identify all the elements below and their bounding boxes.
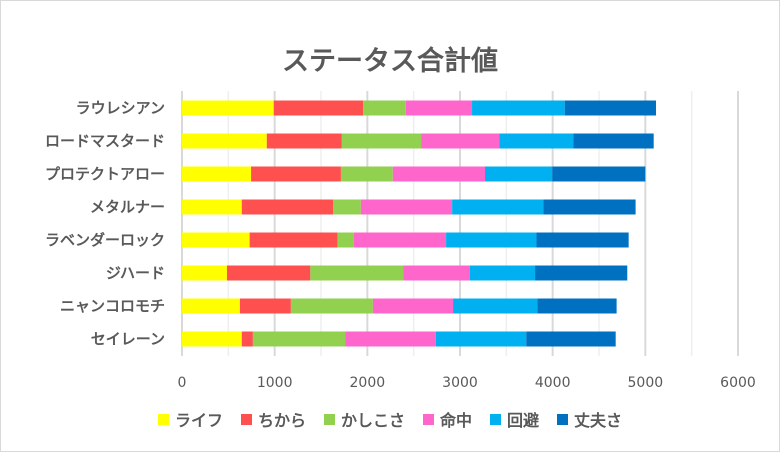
legend-swatch [240, 413, 252, 425]
x-tick-label: 1000 [257, 375, 293, 391]
bar-segment-4 [435, 331, 527, 347]
bar-segment-2 [252, 331, 346, 347]
bar-segment-4 [469, 265, 536, 281]
category-label: ラベンダーロック [45, 231, 165, 249]
legend-swatch [490, 413, 502, 425]
legend-item: かしこさ [323, 407, 405, 431]
legend-label: 丈夫さ [574, 411, 623, 430]
bar-segment-3 [360, 199, 453, 215]
chart-title: ステータス合計値 [282, 46, 498, 77]
bar-segment-5 [573, 133, 654, 149]
legend-item: 丈夫さ [557, 407, 622, 431]
bar-segment-0 [182, 199, 242, 215]
bar-segment-0 [182, 265, 227, 281]
x-tick-label: 0 [178, 375, 187, 391]
bar-segment-0 [182, 331, 242, 347]
bar-segment-3 [405, 100, 473, 116]
legend: ライフ ちから かしこさ 命中 回避 丈夫さ [1, 407, 779, 431]
legend-item: ライフ [157, 407, 223, 431]
bar-segment-1 [251, 166, 341, 182]
legend-item: 命中 [423, 407, 472, 431]
category-label: ロードマスタード [45, 132, 165, 150]
legend-swatch [323, 413, 335, 425]
legend-label: 回避 [507, 411, 540, 430]
bar-segment-3 [353, 232, 447, 248]
legend-label: ライフ [174, 411, 223, 430]
bar-segment-3 [403, 265, 470, 281]
bar-segment-1 [241, 199, 334, 215]
category-label: ラウレシアン [76, 99, 165, 117]
bar-segment-4 [472, 100, 565, 116]
legend-label: かしこさ [340, 411, 405, 430]
bar-segment-2 [333, 199, 361, 215]
bar-segment-4 [453, 298, 538, 314]
bar-segment-2 [337, 232, 354, 248]
bar-segment-1 [249, 232, 338, 248]
x-tick-label: 4000 [535, 375, 571, 391]
bar-segment-5 [537, 298, 617, 314]
bar-segment-2 [341, 133, 422, 149]
bar-segment-3 [345, 331, 436, 347]
x-tick-label: 3000 [442, 375, 478, 391]
category-label: プロテクトアロー [45, 165, 165, 183]
bar-segment-1 [226, 265, 311, 281]
bar-segment-1 [273, 100, 364, 116]
bar-segment-2 [340, 166, 393, 182]
bar-segment-1 [241, 331, 253, 347]
bar-segment-5 [543, 199, 636, 215]
bar-segment-1 [266, 133, 342, 149]
x-tick-label: 5000 [628, 375, 664, 391]
bar-segment-5 [535, 265, 628, 281]
legend-label: ちから [257, 411, 306, 430]
bar-segment-4 [452, 199, 544, 215]
bar-segment-4 [499, 133, 574, 149]
category-label: メタルナー [90, 198, 165, 216]
legend-label: 命中 [440, 411, 473, 430]
bar-segment-5 [526, 331, 616, 347]
bar-segment-5 [552, 166, 646, 182]
legend-swatch [157, 413, 169, 425]
category-label: ジハード [106, 264, 165, 282]
category-label: セイレーン [91, 330, 165, 348]
category-label: ニャンコロモチ [60, 297, 165, 315]
bar-segment-2 [290, 298, 373, 314]
bar-segment-3 [421, 133, 500, 149]
plot-area: 0 1000 2000 3000 4000 5000 6000 ラウレシアンロードマスタードプ… [45, 91, 756, 391]
x-tick-label: 2000 [350, 375, 386, 391]
bar-segment-3 [392, 166, 486, 182]
legend-item: 回避 [490, 407, 539, 431]
legend-swatch [423, 413, 434, 425]
legend-swatch [557, 413, 569, 425]
bar-segment-0 [182, 232, 250, 248]
bar-segment-4 [485, 166, 553, 182]
bar-segment-5 [536, 232, 629, 248]
bar-segment-0 [182, 133, 267, 149]
bar-segment-0 [182, 298, 240, 314]
bar-segment-5 [564, 100, 656, 116]
bar-segment-0 [182, 100, 274, 116]
x-tick-label: 6000 [720, 375, 756, 391]
bar-segment-1 [239, 298, 291, 314]
bar-segment-2 [363, 100, 406, 116]
bar-segment-0 [182, 166, 252, 182]
bar-segment-3 [372, 298, 454, 314]
bar-segment-2 [310, 265, 404, 281]
legend-item: ちから [240, 407, 306, 431]
bar-segment-4 [446, 232, 537, 248]
